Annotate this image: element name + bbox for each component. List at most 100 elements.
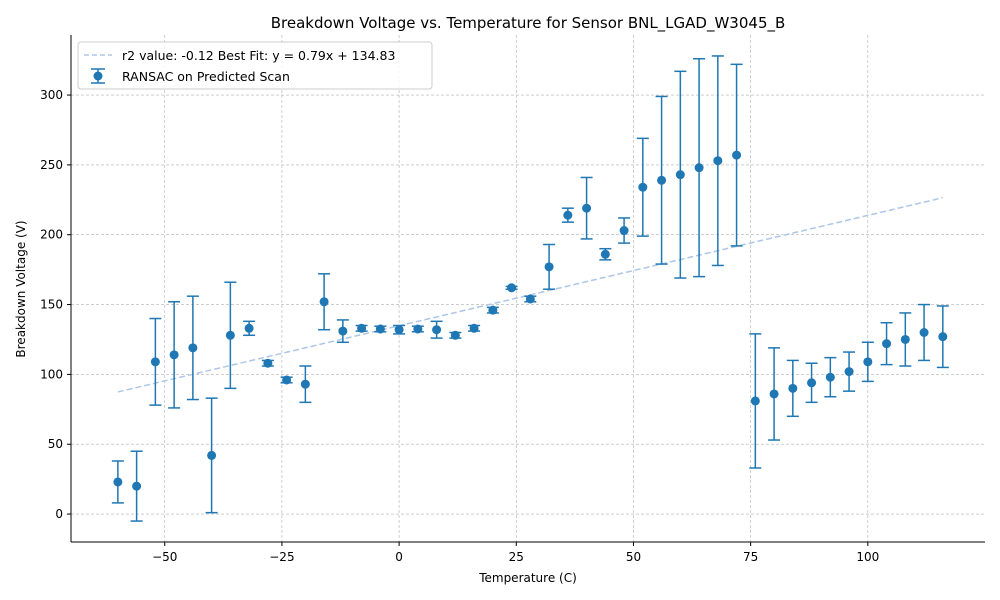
- data-point: [749, 333, 762, 469]
- point-marker: [113, 477, 123, 487]
- data-point: [224, 281, 237, 390]
- point-marker: [732, 150, 742, 160]
- point-marker: [132, 481, 142, 491]
- data-point: [936, 305, 949, 369]
- point-marker: [713, 156, 723, 166]
- point-marker: [450, 330, 460, 340]
- point-marker: [150, 357, 160, 367]
- data-point: [899, 312, 912, 367]
- data-point: [168, 301, 181, 409]
- y-axis-label: Breakdown Voltage (V): [14, 220, 28, 357]
- data-point: [843, 351, 856, 392]
- point-marker: [432, 325, 442, 335]
- x-tick-label: −25: [269, 550, 294, 564]
- point-marker: [938, 332, 948, 342]
- point-marker: [263, 358, 273, 368]
- data-point: [918, 303, 931, 362]
- data-point: [880, 321, 893, 366]
- x-tick-label: 100: [856, 550, 879, 564]
- point-marker: [750, 396, 760, 406]
- point-marker: [319, 297, 329, 307]
- point-marker: [282, 375, 292, 385]
- point-marker: [900, 334, 910, 344]
- y-tick-label: 200: [40, 228, 63, 242]
- point-marker: [619, 226, 629, 236]
- point-marker: [244, 323, 254, 333]
- point-marker: [863, 357, 873, 367]
- legend-points-label: RANSAC on Predicted Scan: [122, 69, 290, 84]
- legend: r2 value: -0.12 Best Fit: y = 0.79x + 13…: [77, 41, 433, 90]
- x-tick-label: 75: [743, 550, 758, 564]
- chart-title: Breakdown Voltage vs. Temperature for Se…: [271, 14, 786, 33]
- x-axis-label: Temperature (C): [478, 571, 577, 585]
- point-marker: [582, 203, 592, 213]
- point-marker: [675, 170, 685, 180]
- data-point: [505, 283, 518, 293]
- data-point: [786, 359, 799, 418]
- legend-points-swatch: [91, 68, 105, 84]
- data-point: [674, 70, 687, 279]
- data-point: [618, 217, 631, 244]
- point-marker: [694, 163, 704, 173]
- y-tick-label: 0: [55, 507, 63, 521]
- data-point: [186, 295, 199, 401]
- data-point: [524, 294, 537, 304]
- data-point: [318, 273, 331, 331]
- data-point: [693, 57, 706, 278]
- data-point: [636, 137, 649, 237]
- data-point: [655, 95, 668, 265]
- point-marker: [563, 210, 573, 220]
- data-point: [299, 365, 312, 404]
- data-point: [824, 356, 837, 398]
- data-point: [261, 358, 274, 368]
- point-marker: [844, 367, 854, 377]
- data-point: [599, 247, 612, 261]
- data-point: [468, 323, 481, 333]
- y-ticks: 0 50 100 150 200 250 300: [40, 88, 71, 521]
- axes: [70, 35, 985, 543]
- data-point: [111, 460, 124, 504]
- point-marker: [225, 330, 235, 340]
- point-marker: [394, 325, 404, 335]
- point-marker: [375, 324, 385, 334]
- grid: [71, 35, 985, 542]
- point-marker: [507, 283, 517, 293]
- point-marker: [825, 372, 835, 382]
- y-tick-label: 100: [40, 367, 63, 381]
- data-point: [149, 317, 162, 406]
- point-marker: [600, 249, 610, 259]
- data-point: [805, 362, 818, 404]
- y-tick-label: 150: [40, 298, 63, 312]
- data-point: [449, 330, 462, 340]
- point-marker: [807, 378, 817, 388]
- data-point: [374, 324, 387, 334]
- x-ticks: −50 −25 0 25 50 75 100: [152, 542, 879, 564]
- point-marker: [544, 262, 554, 272]
- x-tick-label: −50: [152, 550, 177, 564]
- data-point: [580, 176, 593, 240]
- data-point: [130, 450, 143, 522]
- data-point: [393, 324, 406, 335]
- data-point: [861, 341, 874, 383]
- point-marker: [338, 326, 348, 336]
- point-marker: [488, 305, 498, 315]
- point-marker: [413, 324, 423, 334]
- point-marker: [882, 339, 892, 349]
- data-point: [355, 323, 368, 333]
- data-point: [280, 375, 293, 385]
- point-marker: [638, 182, 648, 192]
- y-tick-label: 300: [40, 88, 63, 102]
- x-tick-label: 50: [626, 550, 641, 564]
- point-marker: [657, 175, 667, 185]
- point-marker: [357, 323, 367, 333]
- y-tick-label: 50: [48, 437, 63, 451]
- data-point: [411, 324, 424, 334]
- y-tick-label: 250: [40, 158, 63, 172]
- point-marker: [919, 327, 929, 337]
- x-tick-label: 0: [395, 550, 403, 564]
- data-point: [205, 397, 218, 514]
- x-tick-label: 25: [509, 550, 524, 564]
- data-point: [768, 347, 781, 441]
- points-layer: [111, 55, 949, 522]
